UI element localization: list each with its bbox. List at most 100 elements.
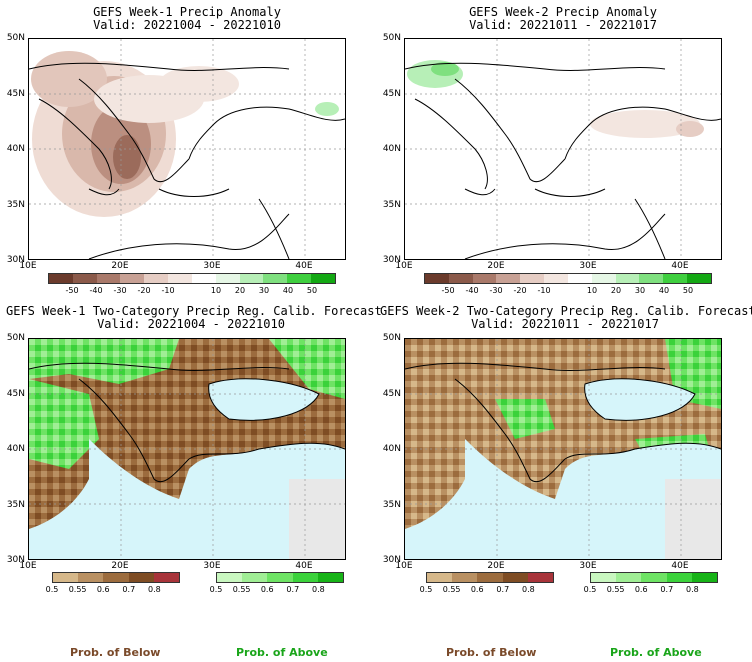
lat-label: 50N xyxy=(382,333,401,343)
colorbar-tick-label: 20 xyxy=(610,286,622,295)
colorbar-segment xyxy=(641,573,667,582)
colorbar-tick-label: 50 xyxy=(306,286,318,295)
colorbar-tick-label: 0.5 xyxy=(45,585,59,594)
colorbar-segment xyxy=(53,573,79,582)
lon-label: 20E xyxy=(487,261,505,271)
lon-label: 10E xyxy=(19,561,37,571)
colorbar-tick-label: 30 xyxy=(634,286,646,295)
colorbar-tick-label: -30 xyxy=(489,286,503,295)
colorbar-segment xyxy=(452,573,478,582)
panel-valid-dates: Valid: 20221011 - 20221017 xyxy=(469,18,657,32)
lat-label: 40N xyxy=(6,444,25,454)
colorbar-segment xyxy=(425,274,449,283)
colorbar-segment xyxy=(591,573,617,582)
colorbar-tick-label: 30 xyxy=(258,286,270,295)
lon-label: 20E xyxy=(487,561,505,571)
colorbar-segment xyxy=(49,274,73,283)
lat-label: 35N xyxy=(6,199,25,210)
colorbar-tick-label: -10 xyxy=(537,286,551,295)
lon-label: 10E xyxy=(19,261,37,271)
colorbar-tick-label: 0.5 xyxy=(419,585,433,594)
colorbar-tick-label: 0.6 xyxy=(634,585,648,594)
lat-label: 30N xyxy=(382,555,401,565)
colorbar-tick-label: 0.8 xyxy=(686,585,699,594)
lat-label: 45N xyxy=(382,88,401,99)
lon-label: 40E xyxy=(671,261,689,271)
colorbar-tick-label: 10 xyxy=(210,286,222,295)
colorbar-tick-label: 20 xyxy=(234,286,246,295)
colorbar-segment xyxy=(520,274,545,283)
colorbar-segment xyxy=(103,573,129,582)
colorbar-tick-label: -50 xyxy=(441,286,455,295)
colorbar-segment xyxy=(527,573,554,582)
colorbar-segment xyxy=(639,274,664,283)
colorbar-segment xyxy=(544,274,568,283)
colorbar-segment xyxy=(691,573,718,582)
lon-label: 30E xyxy=(203,561,221,571)
colorbar-segment xyxy=(215,274,240,283)
colorbar-segment xyxy=(591,274,616,283)
prob-below-colorbar xyxy=(426,572,554,583)
colorbar-segment xyxy=(317,573,344,582)
colorbar-tick-label: 0.8 xyxy=(312,585,325,594)
colorbar-tick-label: 40 xyxy=(658,286,670,295)
anomaly-colorbar xyxy=(48,273,336,284)
colorbar-segment xyxy=(128,573,154,582)
colorbar-tick-label: -20 xyxy=(137,286,151,295)
anomaly-map xyxy=(404,38,722,260)
lat-label: 40N xyxy=(382,444,401,454)
prob-above-colorbar xyxy=(590,572,718,583)
colorbar-segment xyxy=(263,274,288,283)
colorbar-segment xyxy=(96,274,121,283)
colorbar-tick-label: -20 xyxy=(513,286,527,295)
prob-below-colorbar xyxy=(52,572,180,583)
prob-above-colorbar xyxy=(216,572,344,583)
colorbar-tick-label: 0.55 xyxy=(442,585,461,594)
lon-label: 40E xyxy=(671,561,689,571)
lat-label: 35N xyxy=(382,499,401,510)
panel-valid-dates: Valid: 20221004 - 20221010 xyxy=(93,18,281,32)
panel-valid-dates: Valid: 20221004 - 20221010 xyxy=(97,317,285,331)
lat-label: 35N xyxy=(6,499,25,510)
lon-label: 10E xyxy=(395,261,413,271)
prob-above-label: Prob. of Above xyxy=(236,646,328,659)
colorbar-segment xyxy=(311,274,335,283)
lat-label: 50N xyxy=(382,33,401,43)
colorbar-tick-label: -50 xyxy=(65,286,79,295)
prob-above-label: Prob. of Above xyxy=(610,646,702,659)
colorbar-tick-label: 0.6 xyxy=(96,585,110,594)
lon-label: 20E xyxy=(111,261,129,271)
colorbar-segment xyxy=(616,573,642,582)
lon-label: 20E xyxy=(111,561,129,571)
colorbar-segment xyxy=(615,274,640,283)
colorbar-tick-label: 0.55 xyxy=(68,585,87,594)
colorbar-tick-label: -40 xyxy=(89,286,103,295)
colorbar-tick-label: 0.55 xyxy=(606,585,625,594)
anomaly-colorbar xyxy=(424,273,712,284)
colorbar-tick-label: 0.7 xyxy=(122,585,136,594)
lat-label: 30N xyxy=(6,555,25,565)
colorbar-segment xyxy=(144,274,169,283)
anomaly-map xyxy=(28,38,346,260)
colorbar-tick-label: 0.5 xyxy=(209,585,223,594)
prob-below-label: Prob. of Below xyxy=(446,646,537,659)
lon-label: 30E xyxy=(203,261,221,271)
colorbar-tick-label: 0.6 xyxy=(260,585,274,594)
colorbar-tick-label: 0.5 xyxy=(583,585,597,594)
colorbar-segment xyxy=(242,573,268,582)
lat-label: 45N xyxy=(6,88,25,99)
colorbar-segment xyxy=(292,573,318,582)
colorbar-segment xyxy=(567,274,592,283)
colorbar-tick-label: -40 xyxy=(465,286,479,295)
colorbar-segment xyxy=(427,573,453,582)
colorbar-segment xyxy=(666,573,692,582)
colorbar-segment xyxy=(217,573,243,582)
panel-title: GEFS Week-1 Two-Category Precip Reg. Cal… xyxy=(6,304,382,318)
colorbar-tick-label: 50 xyxy=(682,286,694,295)
colorbar-segment xyxy=(191,274,216,283)
colorbar-tick-label: 10 xyxy=(586,286,598,295)
lon-label: 30E xyxy=(579,261,597,271)
colorbar-segment xyxy=(687,274,711,283)
colorbar-segment xyxy=(267,573,293,582)
colorbar-tick-label: 0.8 xyxy=(522,585,535,594)
